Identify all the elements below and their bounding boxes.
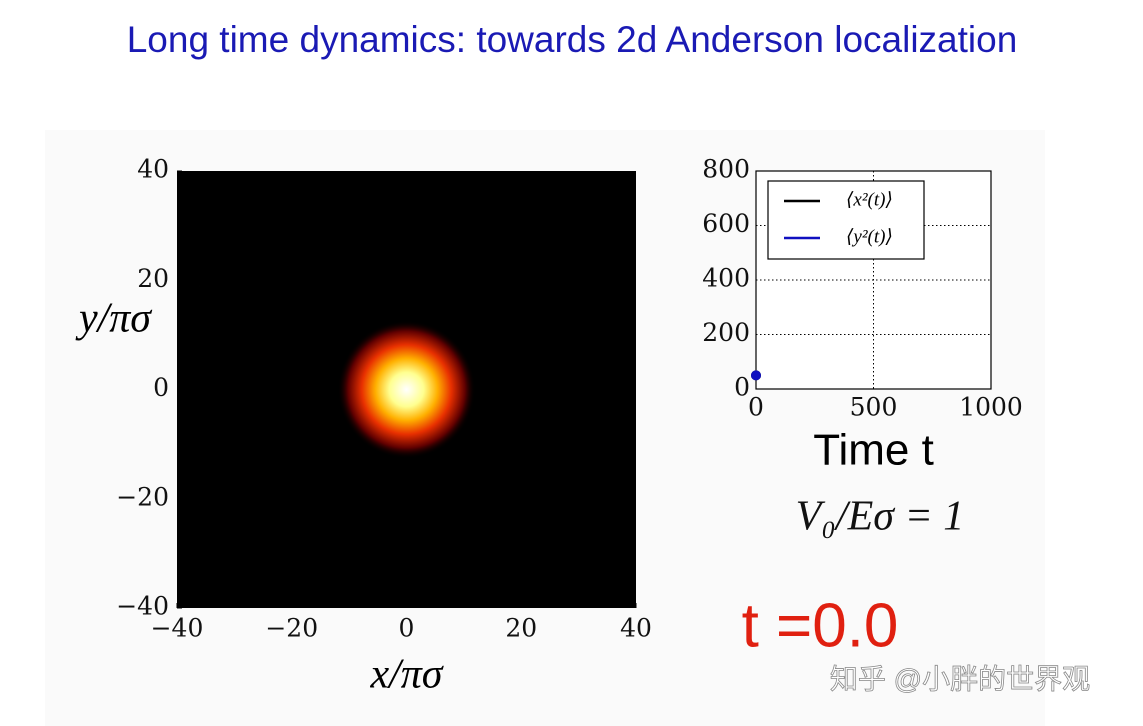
legend-box [767, 180, 925, 260]
x-tick-label: −40 [151, 614, 204, 643]
legend-label: ⟨x²(t)⟩ [846, 189, 893, 210]
x-tick-label: 20 [505, 614, 537, 643]
legend-label: ⟨y²(t)⟩ [846, 226, 893, 247]
x-tick-label: 40 [620, 614, 652, 643]
y-tick-label: 200 [702, 318, 750, 347]
x-axis-label: x/πσ [369, 652, 444, 698]
y-tick-label: −20 [116, 482, 169, 511]
y-tick-label: −40 [116, 592, 169, 621]
x-axis-label: Time t [813, 426, 934, 475]
y-tick-label: 0 [734, 373, 750, 402]
x-tick-label: 500 [850, 393, 898, 422]
y-tick-label: 40 [137, 155, 169, 184]
y-tick-label: 20 [137, 264, 169, 293]
x-tick-label: 1000 [959, 393, 1023, 422]
density-peak [337, 320, 476, 459]
annotation: V₀/Eσ = 1 [796, 494, 965, 540]
y-tick-label: 800 [702, 155, 750, 184]
x-tick-label: −20 [265, 614, 318, 643]
y-tick-label: 600 [702, 209, 750, 238]
y-axis-label: y/πσ [75, 296, 153, 342]
y-tick-label: 0 [153, 373, 169, 402]
x-tick-label: 0 [399, 614, 415, 643]
x-tick-label: 0 [748, 393, 764, 422]
y-tick-label: 400 [702, 264, 750, 293]
slide-title: Long time dynamics: towards 2d Anderson … [127, 19, 1018, 60]
watermark: 知乎 @小胖的世界观 [830, 663, 1090, 694]
time-label: t =0.0 [742, 591, 899, 660]
